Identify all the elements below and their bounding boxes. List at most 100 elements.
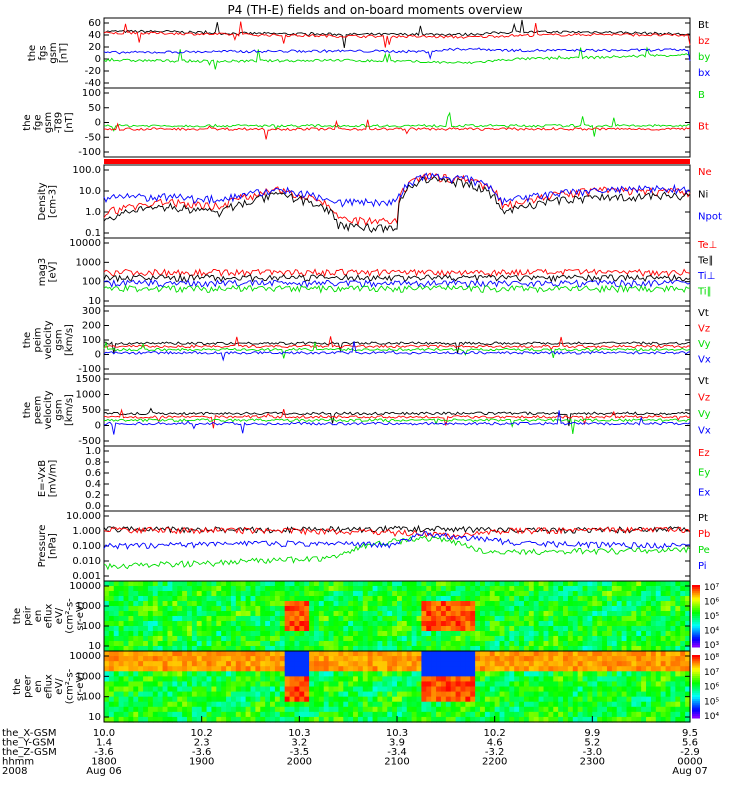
x-row-label: hhmm [2, 757, 34, 768]
y-tick-label: -100 [78, 364, 101, 375]
legend-entry: Vz [698, 393, 710, 404]
spectrogram-cell [377, 646, 383, 652]
spectrogram-cell [309, 626, 315, 632]
spectrogram-cell [313, 656, 320, 662]
spectrogram-cell [274, 706, 281, 713]
spectrogram-cell [465, 711, 471, 718]
spectrogram-cell [128, 716, 134, 723]
spectrogram-cell [230, 706, 237, 713]
spectrogram-cell [475, 686, 481, 693]
spectrogram-cell [250, 661, 256, 667]
spectrogram-cell [279, 716, 286, 723]
spectrogram-cell [401, 676, 408, 683]
spectrogram-cell [421, 716, 427, 723]
y-axis-label: the [12, 678, 23, 694]
spectrogram-cell [245, 586, 252, 592]
spectrogram-cell [445, 606, 452, 612]
spectrogram-cell [333, 616, 339, 622]
spectrogram-cell [470, 591, 476, 597]
spectrogram-cell [333, 601, 339, 607]
legend-entry: Vy [698, 409, 711, 420]
spectrogram-cell [304, 621, 310, 627]
spectrogram-cell [138, 656, 144, 662]
spectrogram-cell [450, 616, 457, 622]
spectrogram-cell [235, 626, 242, 632]
spectrogram-cell [157, 691, 164, 698]
spectrogram-cell [602, 646, 608, 652]
spectrogram-cell [519, 621, 525, 627]
y-tick-label: 100 [82, 277, 101, 288]
spectrogram-cell [113, 586, 120, 592]
spectrogram-cell [387, 596, 393, 602]
spectrogram-cell [504, 581, 510, 587]
spectrogram-cell [104, 586, 110, 592]
spectrogram-cell [680, 581, 686, 587]
spectrogram-cell [548, 641, 554, 647]
spectrogram-cell [587, 651, 593, 657]
spectrogram-cell [274, 651, 281, 657]
spectrogram-cell [152, 621, 159, 627]
spectrogram-cell [641, 711, 647, 718]
spectrogram-cell [211, 666, 217, 672]
colorbar-segment [692, 632, 700, 636]
spectrogram-cell [372, 611, 379, 617]
spectrogram-cell [450, 656, 457, 662]
spectrogram-cell [636, 591, 642, 597]
spectrogram-cell [558, 646, 564, 652]
spectrogram-cell [509, 641, 515, 647]
spectrogram-cell [206, 691, 213, 698]
spectrogram-cell [445, 581, 452, 587]
spectrogram-cell [533, 651, 540, 657]
spectrogram-cell [143, 581, 149, 587]
spectrogram-cell [289, 641, 296, 647]
spectrogram-cell [665, 681, 672, 688]
spectrogram-cell [309, 581, 315, 587]
y-tick-label: -500 [78, 436, 101, 447]
spectrogram-cell [553, 696, 559, 703]
spectrogram-cell [558, 616, 564, 622]
spectrogram-cell [455, 641, 462, 647]
spectrogram-cell [499, 716, 506, 723]
spectrogram-cell [128, 621, 134, 627]
spectrogram-cell [270, 711, 276, 718]
spectrogram-cell [484, 711, 491, 718]
y-axis-label: E=-VxB [37, 460, 48, 497]
spectrogram-cell [675, 646, 681, 652]
spectrogram-cell [392, 581, 398, 587]
spectrogram-cell [138, 596, 144, 602]
spectrogram-cell [274, 666, 281, 672]
spectrogram-cell [279, 596, 286, 602]
spectrogram-cell [362, 596, 369, 602]
spectrogram-cell [367, 641, 374, 647]
spectrogram-cell [343, 651, 349, 657]
spectrogram-cell [538, 711, 545, 718]
spectrogram-cell [367, 716, 374, 723]
spectrogram-cell [133, 646, 139, 652]
spectrogram-cell [187, 606, 193, 612]
y-axis-label: eV/ [54, 678, 65, 695]
spectrogram-cell [108, 611, 115, 617]
spectrogram-cell [377, 671, 383, 677]
spectrogram-cell [353, 686, 359, 693]
spectrogram-cell [343, 596, 349, 602]
spectrogram-cell [113, 706, 120, 713]
spectrogram-cell [421, 666, 427, 672]
spectrogram-cell [465, 621, 471, 627]
spectrogram-cell [138, 621, 144, 627]
spectrogram-cell [177, 671, 183, 677]
spectrogram-cell [367, 636, 374, 642]
x-row-label: 2008 [2, 766, 27, 777]
spectrogram-cell [631, 671, 637, 677]
spectrogram-cell [147, 586, 154, 592]
spectrogram-cell [548, 686, 554, 693]
spectrogram-cell [177, 661, 183, 667]
spectrogram-cell [230, 591, 237, 597]
spectrogram-cell [123, 636, 130, 642]
spectrogram-cell [177, 701, 183, 708]
spectrogram-cell [440, 591, 447, 597]
spectrogram-cell [533, 681, 540, 688]
spectrogram-cell [216, 591, 222, 597]
series-Pe-line [103, 535, 691, 571]
spectrogram-cell [631, 681, 637, 688]
spectrogram-cell [572, 661, 579, 667]
